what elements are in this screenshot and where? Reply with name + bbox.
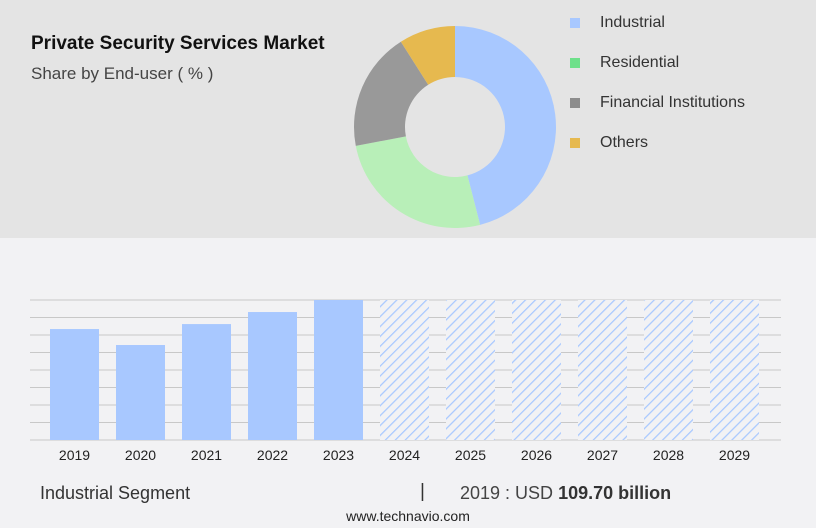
x-tick-label: 2026 (521, 447, 552, 463)
chart-title: Private Security Services Market (31, 33, 325, 54)
site-url[interactable]: www.technavio.com (346, 508, 470, 524)
slice-industrial (455, 26, 557, 225)
bar-chart: 2019 2020 2021 2022 2023 2024 2025 2026 2027 2028… (30, 299, 781, 463)
legend-item: Residential (570, 54, 679, 72)
year-label: 2019 : USD (460, 483, 559, 503)
slice-residential (355, 136, 481, 228)
x-tick-label: 2028 (653, 447, 684, 463)
bar-2023 (314, 300, 363, 440)
bar-2022 (248, 312, 297, 440)
bar-2021 (182, 324, 231, 440)
legend-label: Others (600, 134, 649, 151)
legend-item: Industrial (570, 14, 665, 32)
chart-subtitle: Share by End-user ( % ) (31, 64, 214, 83)
bar-2027 (578, 300, 627, 440)
legend-swatch (570, 98, 580, 108)
x-tick-label: 2029 (719, 447, 750, 463)
bar-2026 (512, 300, 561, 440)
x-tick-label: 2020 (125, 447, 156, 463)
legend-label: Financial Institutions (600, 94, 745, 111)
x-tick-label: 2023 (323, 447, 354, 463)
x-tick-label: 2027 (587, 447, 618, 463)
x-tick-label: 2019 (59, 447, 90, 463)
legend-item: Others (570, 134, 648, 152)
slice-financial-institutions (354, 41, 429, 146)
legend-label: Residential (600, 54, 680, 71)
legend-swatch (570, 58, 580, 68)
legend-label: Industrial (600, 14, 665, 31)
bar-2025 (446, 300, 495, 440)
x-tick-label: 2021 (191, 447, 222, 463)
segment-label: Industrial Segment (40, 483, 191, 503)
bar-2029 (710, 300, 759, 440)
donut-chart (354, 26, 557, 228)
legend-item: Financial Institutions (570, 94, 745, 112)
legend-swatch (570, 18, 580, 28)
x-tick-label: 2025 (455, 447, 486, 463)
x-tick-label: 2022 (257, 447, 288, 463)
value-label: 109.70 billion (558, 483, 672, 503)
bar-2028 (644, 300, 693, 440)
legend-swatch (570, 138, 580, 148)
segment-value: 2019 : USD 109.70 billion (460, 483, 671, 504)
bar-2024 (380, 300, 429, 440)
x-tick-label: 2024 (389, 447, 420, 463)
bar-2019 (50, 329, 99, 440)
bar-2020 (116, 345, 165, 440)
slice-others (400, 26, 455, 85)
separator: | (420, 481, 425, 502)
